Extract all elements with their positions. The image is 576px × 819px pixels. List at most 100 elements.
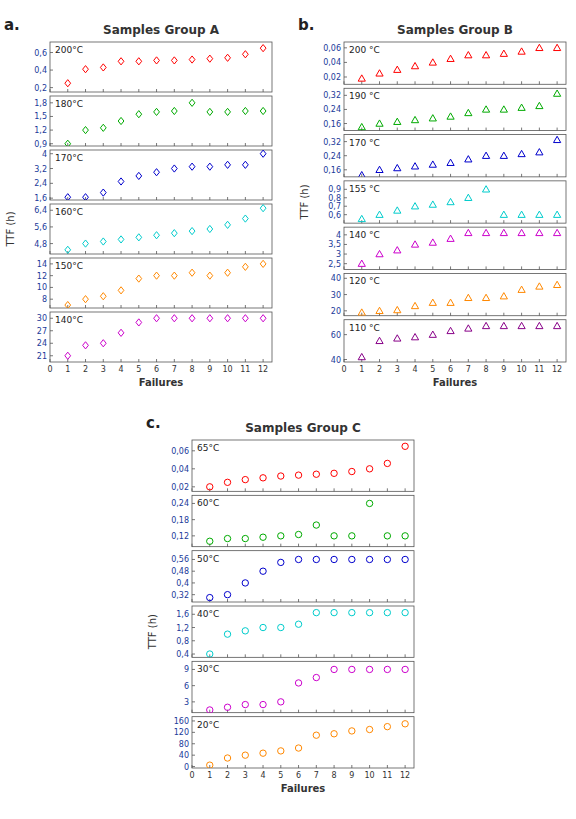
y-tick-label: 0,56 [171,555,189,564]
plot-frame [50,96,272,146]
point [376,337,383,343]
label-background [196,664,221,675]
x-tick-label: 9 [501,365,506,374]
point [242,580,248,586]
point [224,479,230,485]
x-tick [138,197,139,200]
x-tick [450,81,451,84]
x-tick [379,174,380,177]
point [118,178,124,185]
plot-frame [344,181,566,223]
x-tick [227,143,228,146]
x-tick [397,81,398,84]
y-tick-label: 3,2 [34,165,47,174]
point [260,260,266,267]
y-tick [344,169,347,170]
x-tick [486,266,487,269]
x-tick [121,251,122,254]
point [313,609,319,615]
label-background [196,553,221,564]
y-tick [192,669,195,670]
x-tick [432,220,433,223]
x-tick [192,544,193,547]
x-tick [415,128,416,131]
markers [65,315,266,360]
label-background [348,91,382,102]
point [136,111,142,118]
x-tick [539,313,540,316]
subplot: 4,85,66,4160°C [34,204,272,254]
x-tick [503,220,504,223]
point [100,238,106,245]
x-tick-label: 5 [430,365,435,374]
y-tick-label: 0,24 [171,499,189,508]
plot-frame [50,312,272,362]
point [465,229,472,235]
series-label-box: 110 °C [348,322,382,333]
y-tick [344,123,347,124]
x-tick [486,220,487,223]
x-tick [209,89,210,92]
subplot: 04080120160012345678910111220°C [174,717,414,780]
x-tick [397,266,398,269]
point [429,59,436,65]
x-tick [432,81,433,84]
point [429,161,436,167]
subplot: 0,40,81,21,640°C [176,606,414,659]
y-tick-label: 80 [179,740,189,749]
point [260,205,266,212]
x-tick [138,251,139,254]
panel: c.Samples Group C0,020,040,0665°C0,120,1… [146,414,414,794]
point [136,58,142,65]
series-label-box: 170 °C [348,137,382,148]
y-tick-label: 0,16 [323,120,341,129]
x-tick [450,174,451,177]
x-tick [245,765,246,768]
subplot: 0,320,40,480,5650°C [171,551,414,602]
y-tick [192,654,195,655]
series-label: 65°C [197,443,219,453]
y-tick-label: 0,2 [34,84,47,93]
x-tick [85,305,86,308]
point [225,161,231,168]
x-tick [50,197,51,200]
x-tick [209,710,210,713]
y-tick-label: 2,4 [34,179,47,188]
x-tick [192,488,193,491]
y-tick [50,243,53,244]
point [518,322,525,328]
y-tick-label: 1,6 [34,194,47,203]
x-tick [174,197,175,200]
x-tick [405,599,406,602]
subplot: 0,160,240,32190 °C [323,88,566,130]
point [331,731,337,737]
point [411,163,418,169]
point [118,329,124,336]
y-tick [344,263,347,264]
x-tick-label: 6 [448,365,453,374]
point [518,150,525,156]
point [260,45,266,52]
point [242,107,248,114]
y-tick-label: 8 [42,295,47,304]
y-tick-label: 0,02 [323,73,341,82]
y-tick-label: 12 [37,272,47,281]
y-tick [50,226,53,227]
series-label-box: 120 °C [348,276,382,287]
point [207,707,213,713]
x-tick [209,765,210,768]
plot-frame [344,320,566,362]
point [411,203,418,209]
x-tick [503,266,504,269]
y-tick-label: 4,8 [34,240,47,249]
y-tick [50,287,53,288]
panel: b.Samples Group B0,020,040,06200 °C0,160… [298,16,566,388]
x-tick [85,143,86,146]
y-tick [50,299,53,300]
point [411,302,418,308]
y-tick-label: 0,9 [328,185,341,194]
y-tick-label: 0,24 [323,152,341,161]
x-tick [521,81,522,84]
point [189,163,195,170]
x-tick [557,359,558,362]
